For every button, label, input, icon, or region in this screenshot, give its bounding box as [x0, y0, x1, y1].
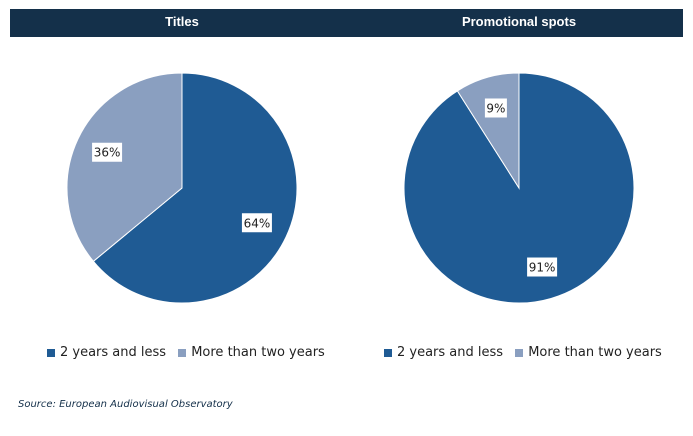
source-note: Source: European Audiovisual Observatory: [18, 399, 233, 410]
data-label-box: [527, 257, 558, 277]
data-label: 9%: [484, 98, 507, 118]
data-label-box: [484, 98, 507, 118]
pie-slice: [66, 72, 183, 263]
legend-promotional-spots: 2 years and less More than two years: [384, 345, 670, 361]
data-label-box: [241, 213, 272, 233]
legend-label: 2 years and less: [397, 345, 504, 360]
data-label: 64%: [241, 213, 272, 233]
legend-label: More than two years: [191, 345, 325, 360]
legend-label: 2 years and less: [60, 345, 167, 360]
chart-title-promotional-spots: Promotional spots: [461, 14, 577, 29]
legend-item: More than two years: [178, 345, 325, 360]
legend-swatch: [515, 348, 524, 357]
data-label-text: 9%: [486, 101, 505, 115]
legend-item: 2 years and less: [384, 345, 503, 360]
data-label-box: [92, 142, 123, 162]
pie-slice: [92, 72, 298, 304]
chart-header-bar: Titles Promotional spots: [10, 9, 683, 37]
chart-title-titles: Titles: [165, 14, 199, 29]
legend-swatch: [178, 348, 187, 357]
data-label: 36%: [92, 142, 123, 162]
data-label-text: 91%: [529, 261, 556, 275]
data-label-text: 64%: [244, 216, 271, 230]
legend-titles: 2 years and less More than two years: [47, 345, 333, 361]
legend-swatch: [47, 348, 55, 357]
legend-label: More than two years: [528, 345, 662, 360]
legend-item: 2 years and less: [47, 345, 166, 360]
data-label: 91%: [527, 257, 558, 277]
legend-swatch: [384, 348, 392, 357]
data-label-text: 36%: [94, 146, 121, 160]
legend-item: More than two years: [515, 345, 662, 360]
